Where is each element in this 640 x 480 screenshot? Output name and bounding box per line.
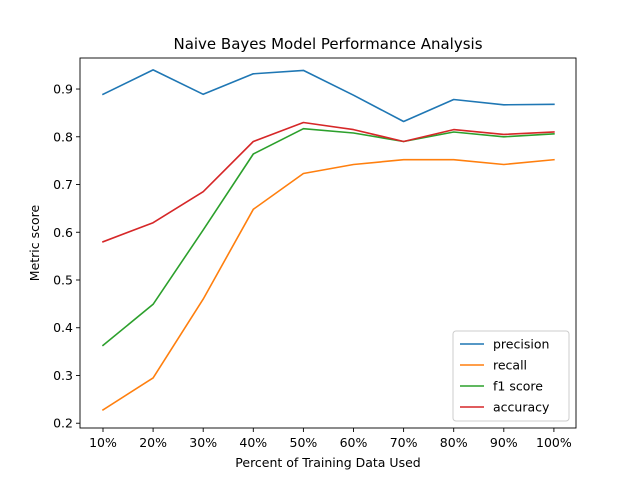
y-tick-label: 0.7 [53,177,73,192]
legend-label: f1 score [493,379,543,394]
x-tick-label: 10% [89,435,117,450]
x-tick-label: 80% [440,435,468,450]
series-line-precision [101,69,555,123]
y-tick-label: 0.5 [53,273,73,288]
series-line-accuracy [101,121,555,243]
x-tick-label: 50% [290,435,318,450]
legend-label: recall [493,358,527,373]
y-axis-label: Metric score [27,204,42,281]
plot-area: 10% 20% 30% 40% 50% 60% 70% 80% 90% 100% 0.2 0.3 0.4… [53,57,577,450]
y-tick-label: 0.8 [53,129,73,144]
y-tick-label: 0.6 [53,225,73,240]
x-tick-label: 30% [189,435,217,450]
series-line-recall [101,158,555,412]
x-tick-label: 20% [139,435,167,450]
x-tick-label: 90% [490,435,518,450]
legend-box [452,330,570,422]
x-tick-label: 100% [536,435,572,450]
chart-title: Naive Bayes Model Performance Analysis [173,35,482,53]
plot-frame [79,57,577,429]
x-tick-label: 40% [239,435,267,450]
legend: precision recall f1 score accuracy [452,330,570,422]
x-tick-label: 70% [390,435,418,450]
legend-label: accuracy [493,400,550,415]
y-tick-label: 0.3 [53,368,73,383]
x-axis-label: Percent of Training Data Used [235,455,420,470]
legend-label: precision [493,337,549,352]
x-tick-label: 60% [340,435,368,450]
y-tick-label: 0.9 [53,82,73,97]
y-tick-label: 0.2 [53,416,73,431]
series-line-f1-score [101,127,555,347]
y-tick-label: 0.4 [53,320,73,335]
